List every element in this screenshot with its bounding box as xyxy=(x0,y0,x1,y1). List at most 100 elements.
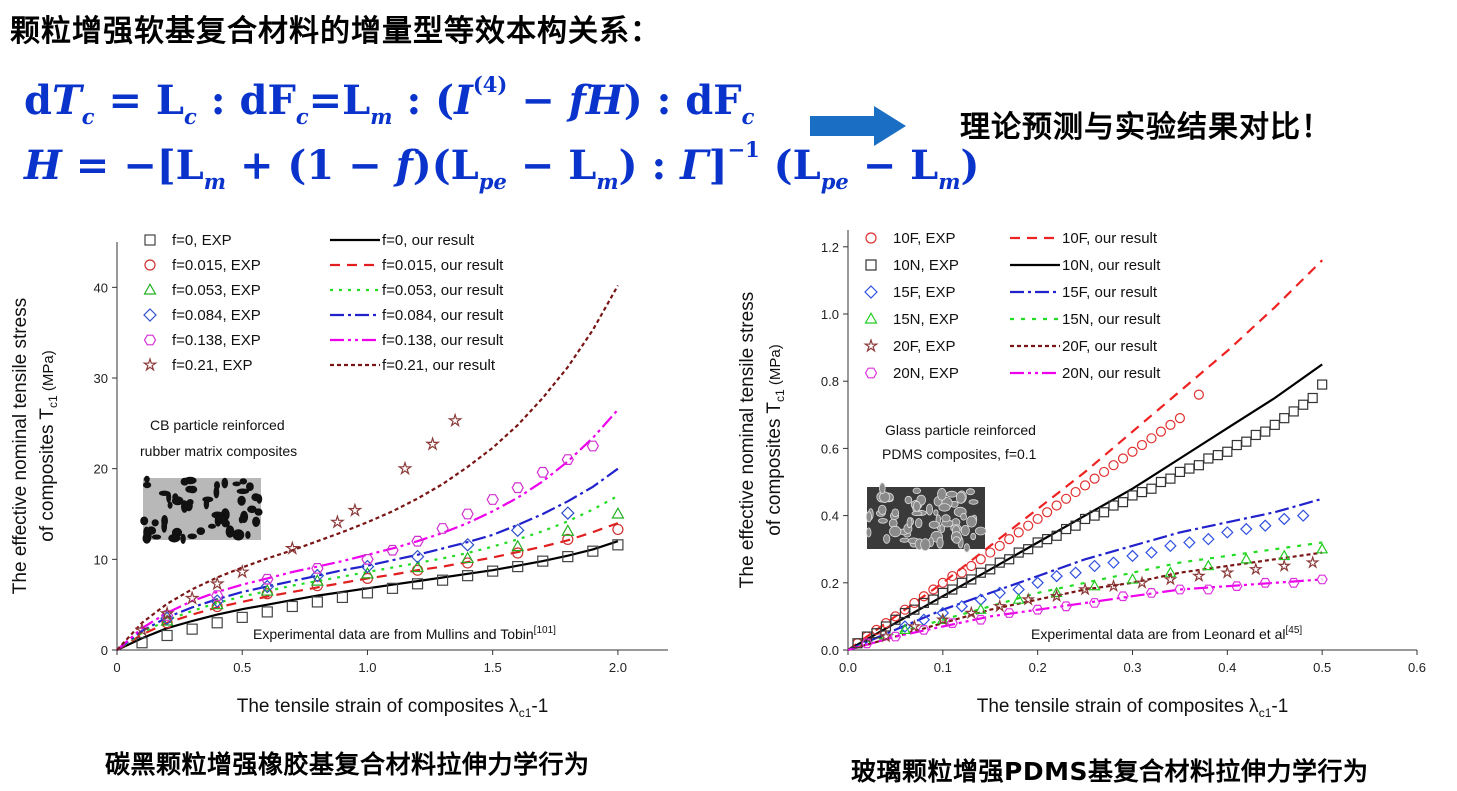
micrograph-particle xyxy=(937,487,947,501)
point-10f-exp xyxy=(1127,446,1138,457)
micrograph-particle xyxy=(911,510,923,516)
legend-label-f-0-015-our-result: f=0.015, our result xyxy=(382,257,504,274)
point-f-0-21-exp xyxy=(284,540,300,555)
point-10f-exp xyxy=(1193,389,1204,400)
legend-label-20f-exp: 20F, EXP xyxy=(893,338,956,355)
point-10f-exp xyxy=(947,570,958,582)
micrograph-particle xyxy=(232,529,245,541)
point-f-0-21-exp xyxy=(134,622,150,637)
point-f-0-053-exp xyxy=(360,566,374,579)
point-f-0-exp xyxy=(612,539,624,551)
micrograph-particle xyxy=(865,511,872,523)
point-f-0-exp xyxy=(411,578,424,590)
legend-marker-10f-exp xyxy=(865,232,877,244)
point-15f-exp xyxy=(936,606,950,620)
point-10n-exp xyxy=(1269,419,1280,430)
point-f-0-exp xyxy=(261,606,273,618)
y-tick-label: 0.0 xyxy=(821,643,839,658)
point-10f-exp xyxy=(1117,453,1129,464)
point-f-0-21-exp xyxy=(447,412,463,428)
point-15n-exp xyxy=(1012,593,1025,604)
legend-label-15n-our-result: 15N, our result xyxy=(1062,311,1161,328)
point-20n-exp xyxy=(861,638,873,649)
point-f-0-138-exp xyxy=(211,590,224,601)
point-15f-exp xyxy=(1145,546,1158,559)
point-f-0-015-exp xyxy=(512,547,524,559)
point-10n-exp xyxy=(1279,413,1290,424)
point-20f-exp xyxy=(878,629,893,643)
point-f-0-exp xyxy=(311,596,323,608)
point-10f-exp xyxy=(1061,493,1072,504)
point-20f-exp xyxy=(1049,588,1064,603)
micrograph-particle xyxy=(891,508,900,518)
point-20f-exp xyxy=(1191,568,1206,583)
point-10f-exp xyxy=(1146,433,1157,444)
source-note: Experimental data are from Leonard et al… xyxy=(1031,625,1302,642)
curve-20n-our-result xyxy=(847,578,1323,652)
x-axis-label: The tensile strain of composites λc1-1 xyxy=(977,696,1289,720)
micrograph-particle xyxy=(245,482,254,492)
point-20n-exp xyxy=(1032,604,1044,615)
point-f-0-084-exp xyxy=(260,579,275,594)
curve-15n-our-result xyxy=(847,541,1323,652)
y-tick-label: 10 xyxy=(94,552,108,567)
annotation-title: Glass particle reinforced xyxy=(885,422,1036,438)
point-10n-exp xyxy=(1127,490,1138,501)
legend-label-f-0-exp: f=0, EXP xyxy=(172,232,232,249)
point-15f-exp xyxy=(1183,536,1196,549)
point-10n-exp xyxy=(1307,392,1318,404)
micrograph-particle xyxy=(168,533,181,543)
point-20n-exp xyxy=(1288,577,1300,588)
point-15f-exp xyxy=(1296,509,1310,522)
micrograph-particle xyxy=(151,519,159,527)
micrograph-particle xyxy=(256,494,263,504)
point-15n-exp xyxy=(1202,559,1215,571)
point-f-0-138-exp xyxy=(160,610,174,621)
legend-marker-20f-exp xyxy=(863,337,879,353)
micrograph-particle xyxy=(252,516,261,528)
legend-marker-f-0-053-exp xyxy=(143,283,157,295)
legend-label-f-0-21-our-result: f=0.21, our result xyxy=(382,357,496,374)
legend-marker-15f-exp xyxy=(864,285,878,299)
micrograph-particle xyxy=(143,475,150,483)
micrograph-particle xyxy=(167,501,173,509)
micrograph-particle xyxy=(968,499,979,505)
point-10f-exp xyxy=(1004,534,1015,545)
point-f-0-138-exp xyxy=(461,508,474,520)
right-arrow-icon xyxy=(810,106,906,146)
micrograph-particle xyxy=(878,504,887,515)
x-tick-label: 0.6 xyxy=(1408,660,1426,675)
point-20n-exp xyxy=(889,631,902,642)
point-20n-exp xyxy=(1259,577,1271,588)
point-f-0-138-exp xyxy=(486,494,499,505)
micrograph-particle xyxy=(207,523,216,529)
point-20n-exp xyxy=(1003,608,1015,618)
legend-marker-f-0-21-exp xyxy=(142,356,158,372)
point-10f-exp xyxy=(1136,439,1148,451)
point-f-0-053-exp xyxy=(310,574,324,586)
x-tick-label: 0.0 xyxy=(839,660,857,675)
point-f-0-exp xyxy=(136,637,148,649)
point-f-0-084-exp xyxy=(360,559,375,574)
point-10f-exp xyxy=(1070,486,1081,498)
point-10f-exp xyxy=(937,577,948,588)
legend-label-20n-our-result: 20N, our result xyxy=(1062,365,1161,382)
point-20f-exp xyxy=(935,612,950,626)
point-f-0-21-exp xyxy=(329,514,345,529)
y-axis-label-line2: of composites Tc1 (MPa) xyxy=(37,350,60,541)
point-f-0-138-exp xyxy=(536,466,549,478)
curve-f-0-21-our-result xyxy=(116,284,619,651)
point-15n-exp xyxy=(898,623,911,635)
point-15n-exp xyxy=(1088,579,1101,591)
point-f-0-exp xyxy=(286,600,298,613)
point-15f-exp xyxy=(1221,526,1234,539)
micrograph-particle xyxy=(245,530,251,539)
micrograph-particle xyxy=(899,537,910,543)
point-f-0-053-exp xyxy=(461,551,475,564)
legend-label-f-0-084-exp: f=0.084, EXP xyxy=(172,307,261,324)
micrograph-particle xyxy=(180,533,186,544)
point-10n-exp xyxy=(1004,554,1015,565)
annotation-subtitle: rubber matrix composites xyxy=(140,443,297,459)
legend-marker-f-0-138-exp xyxy=(143,334,157,346)
legend-label-f-0-084-our-result: f=0.084, our result xyxy=(382,307,504,324)
